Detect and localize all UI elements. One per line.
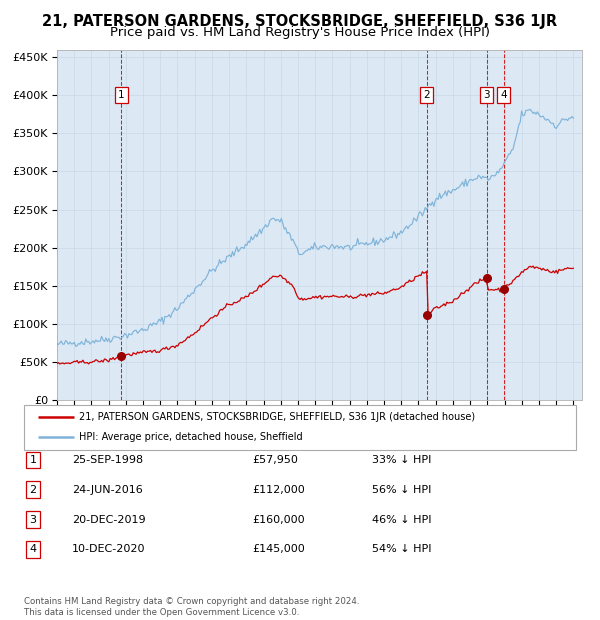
Text: 56% ↓ HPI: 56% ↓ HPI — [372, 485, 431, 495]
Text: 2: 2 — [424, 91, 430, 100]
Text: 4: 4 — [500, 91, 507, 100]
Text: 10-DEC-2020: 10-DEC-2020 — [72, 544, 146, 554]
Text: £145,000: £145,000 — [252, 544, 305, 554]
Text: 25-SEP-1998: 25-SEP-1998 — [72, 455, 143, 465]
Text: £160,000: £160,000 — [252, 515, 305, 525]
Text: 21, PATERSON GARDENS, STOCKSBRIDGE, SHEFFIELD, S36 1JR: 21, PATERSON GARDENS, STOCKSBRIDGE, SHEF… — [43, 14, 557, 29]
Text: 3: 3 — [29, 515, 37, 525]
Text: HPI: Average price, detached house, Sheffield: HPI: Average price, detached house, Shef… — [79, 432, 303, 443]
Text: 24-JUN-2016: 24-JUN-2016 — [72, 485, 143, 495]
FancyBboxPatch shape — [24, 405, 576, 450]
Text: 21, PATERSON GARDENS, STOCKSBRIDGE, SHEFFIELD, S36 1JR (detached house): 21, PATERSON GARDENS, STOCKSBRIDGE, SHEF… — [79, 412, 475, 422]
Text: 54% ↓ HPI: 54% ↓ HPI — [372, 544, 431, 554]
Text: 3: 3 — [484, 91, 490, 100]
Text: 4: 4 — [29, 544, 37, 554]
Text: 2: 2 — [29, 485, 37, 495]
Text: Contains HM Land Registry data © Crown copyright and database right 2024.
This d: Contains HM Land Registry data © Crown c… — [24, 598, 359, 617]
Text: 1: 1 — [29, 455, 37, 465]
Text: 46% ↓ HPI: 46% ↓ HPI — [372, 515, 431, 525]
Text: 20-DEC-2019: 20-DEC-2019 — [72, 515, 146, 525]
Text: 1: 1 — [118, 91, 125, 100]
Text: £112,000: £112,000 — [252, 485, 305, 495]
Text: Price paid vs. HM Land Registry's House Price Index (HPI): Price paid vs. HM Land Registry's House … — [110, 26, 490, 39]
Text: 33% ↓ HPI: 33% ↓ HPI — [372, 455, 431, 465]
Text: £57,950: £57,950 — [252, 455, 298, 465]
